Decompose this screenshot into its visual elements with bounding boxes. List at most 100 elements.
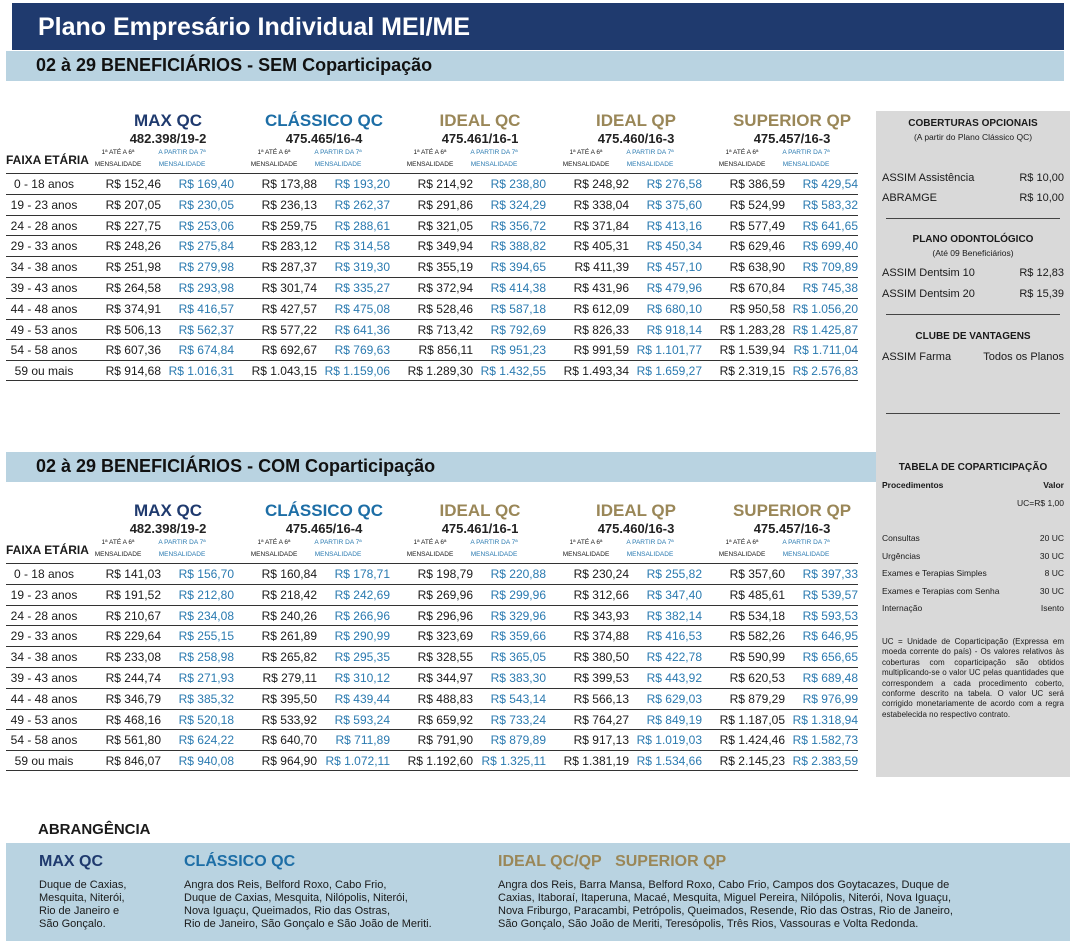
price-from-7: R$ 1.016,31 [168,364,234,379]
odonto-item: ASSIM Dentsim 10 R$ 12,83 [882,267,1064,279]
price-1-to-6: R$ 227,75 [105,218,161,233]
price-from-7: R$ 365,05 [490,650,546,665]
plan-name: IDEAL QP [596,111,676,130]
plan-name: SUPERIOR QP [732,111,852,130]
price-1-to-6: R$ 1.043,15 [251,364,317,379]
price-1-to-6: R$ 338,04 [573,197,629,212]
price-1-to-6: R$ 328,55 [417,650,473,665]
price-1-to-6: R$ 371,84 [573,218,629,233]
table-row: 54 - 58 anos R$ 607,36 R$ 674,84 R$ 692,67 R… [6,339,858,360]
age-range: 24 - 28 anos [10,218,78,233]
price-from-7: R$ 359,66 [490,629,546,644]
price-1-to-6: R$ 659,92 [417,712,473,727]
age-range: 0 - 18 anos [13,177,75,191]
price-from-7: R$ 674,84 [178,343,234,358]
price-1-to-6: R$ 279,11 [262,670,318,685]
price-1-to-6: R$ 620,53 [729,670,785,685]
price-from-7: R$ 479,96 [646,280,702,295]
price-1-to-6: R$ 261,89 [261,629,317,644]
price-from-7: R$ 255,82 [646,567,702,581]
price-from-7: R$ 475,08 [334,301,390,316]
column-subheader-row: FAIXA ETÁRIA 1ª ATÉ A 6ª MENSALIDADE A PART… [6,537,858,563]
price-from-7: R$ 680,10 [646,301,702,316]
price-1-to-6: R$ 1.283,28 [719,322,785,337]
price-1-to-6: R$ 152,46 [105,177,161,191]
price-1-to-6: R$ 349,94 [417,239,473,254]
price-1-to-6: R$ 386,59 [729,177,785,191]
price-from-7: R$ 220,88 [490,567,546,581]
price-from-7: R$ 314,58 [334,239,390,254]
price-from-7: R$ 1.159,06 [324,364,390,379]
price-from-7: R$ 792,69 [490,322,546,337]
price-from-7: R$ 416,57 [178,301,234,316]
col-sub-from-7: A PARTIR DA 7ª MENSALIDADE [782,539,830,558]
table-row: 39 - 43 anos R$ 264,58 R$ 293,98 R$ 301,74 R… [6,276,858,298]
abr-ideal: IDEAL QC/QP SUPERIOR QP Angra dos Reis, … [498,853,953,931]
price-from-7: R$ 1.711,04 [793,343,859,358]
price-from-7: R$ 262,37 [334,197,390,212]
age-range: 39 - 43 anos [10,670,78,685]
table-row: 54 - 58 anos R$ 561,80 R$ 624,22 R$ 640,70 R… [6,729,858,750]
price-from-7: R$ 593,24 [334,712,390,727]
price-1-to-6: R$ 265,82 [261,650,317,665]
plan-header: MAX QC 482.398/19-2 [90,111,246,146]
price-1-to-6: R$ 506,13 [105,322,161,337]
odonto-subtitle: (Até 09 Beneficiários) [932,248,1014,258]
price-1-to-6: R$ 141,03 [105,567,161,581]
copart-note: UC = Unidade de Coparticipação (Expressa… [882,637,1064,719]
price-1-to-6: R$ 218,42 [261,587,317,602]
price-from-7: R$ 238,80 [490,177,546,191]
price-1-to-6: R$ 917,13 [573,733,629,748]
price-1-to-6: R$ 264,58 [105,280,161,295]
price-from-7: R$ 288,61 [334,218,390,233]
col-sub-from-7: A PARTIR DA 7ª MENSALIDADE [470,149,518,168]
plan-name: IDEAL QP [596,501,676,520]
plan-registration: 475.457/16-3 [753,521,831,536]
price-from-7: R$ 319,30 [334,260,390,275]
price-1-to-6: R$ 577,49 [729,218,785,233]
price-1-to-6: R$ 670,84 [729,280,785,295]
price-from-7: R$ 253,06 [178,218,234,233]
price-1-to-6: R$ 395,50 [261,691,317,706]
price-1-to-6: R$ 207,05 [105,197,161,212]
abr-max-name: MAX QC [39,853,103,870]
divider [886,413,1060,414]
price-from-7: R$ 234,08 [178,608,234,623]
price-1-to-6: R$ 914,68 [105,364,161,379]
price-from-7: R$ 212,80 [178,587,234,602]
price-1-to-6: R$ 1.289,30 [407,364,473,379]
price-from-7: R$ 629,03 [646,691,702,706]
age-range: 34 - 38 anos [10,650,78,665]
cob-item: ASSIM Assistência R$ 10,00 [882,172,1064,184]
price-from-7: R$ 266,96 [334,608,390,623]
price-from-7: R$ 255,15 [178,629,234,644]
plan-registration: 475.461/16-1 [441,131,519,146]
price-from-7: R$ 849,19 [646,712,702,727]
table-row: 39 - 43 anos R$ 244,74 R$ 271,93 R$ 279,11 R… [6,666,858,688]
price-from-7: R$ 1.056,20 [792,301,858,316]
odonto-item: ASSIM Dentsim 20 R$ 15,39 [882,288,1064,300]
price-from-7: R$ 258,98 [178,650,234,665]
price-from-7: R$ 1.582,73 [792,733,858,748]
age-range: 54 - 58 anos [10,733,78,748]
price-from-7: R$ 711,89 [335,733,391,748]
price-from-7: R$ 1.432,55 [480,364,546,379]
price-table-com: MAX QC 482.398/19-2 CLÁSSICO QC 475.465/16-… [6,501,858,771]
age-range: 59 ou mais [14,364,74,379]
col-sub-1-to-6: 1ª ATÉ A 6ª MENSALIDADE [250,149,298,168]
price-from-7: R$ 271,93 [178,670,234,685]
table-row: 29 - 33 anos R$ 248,26 R$ 275,84 R$ 283,12 R… [6,235,858,256]
table-row: 59 ou mais R$ 914,68 R$ 1.016,31 R$ 1.043,1… [6,360,858,381]
col-sub-from-7: A PARTIR DA 7ª MENSALIDADE [158,149,206,168]
price-from-7: R$ 295,35 [334,650,390,665]
plan-name: IDEAL QC [439,501,521,520]
price-from-7: R$ 1.325,11 [481,754,547,769]
price-1-to-6: R$ 640,70 [261,733,317,748]
price-from-7: R$ 1.019,03 [636,733,702,748]
price-from-7: R$ 587,18 [490,301,546,316]
plan-registration: 475.465/16-4 [285,521,363,536]
price-from-7: R$ 562,37 [178,322,234,337]
side-panel: COBERTURAS OPCIONAIS (A partir do Plano … [876,111,1070,777]
plan-registration: 482.398/19-2 [129,131,207,146]
col-sub-1-to-6: 1ª ATÉ A 6ª MENSALIDADE [94,539,142,558]
